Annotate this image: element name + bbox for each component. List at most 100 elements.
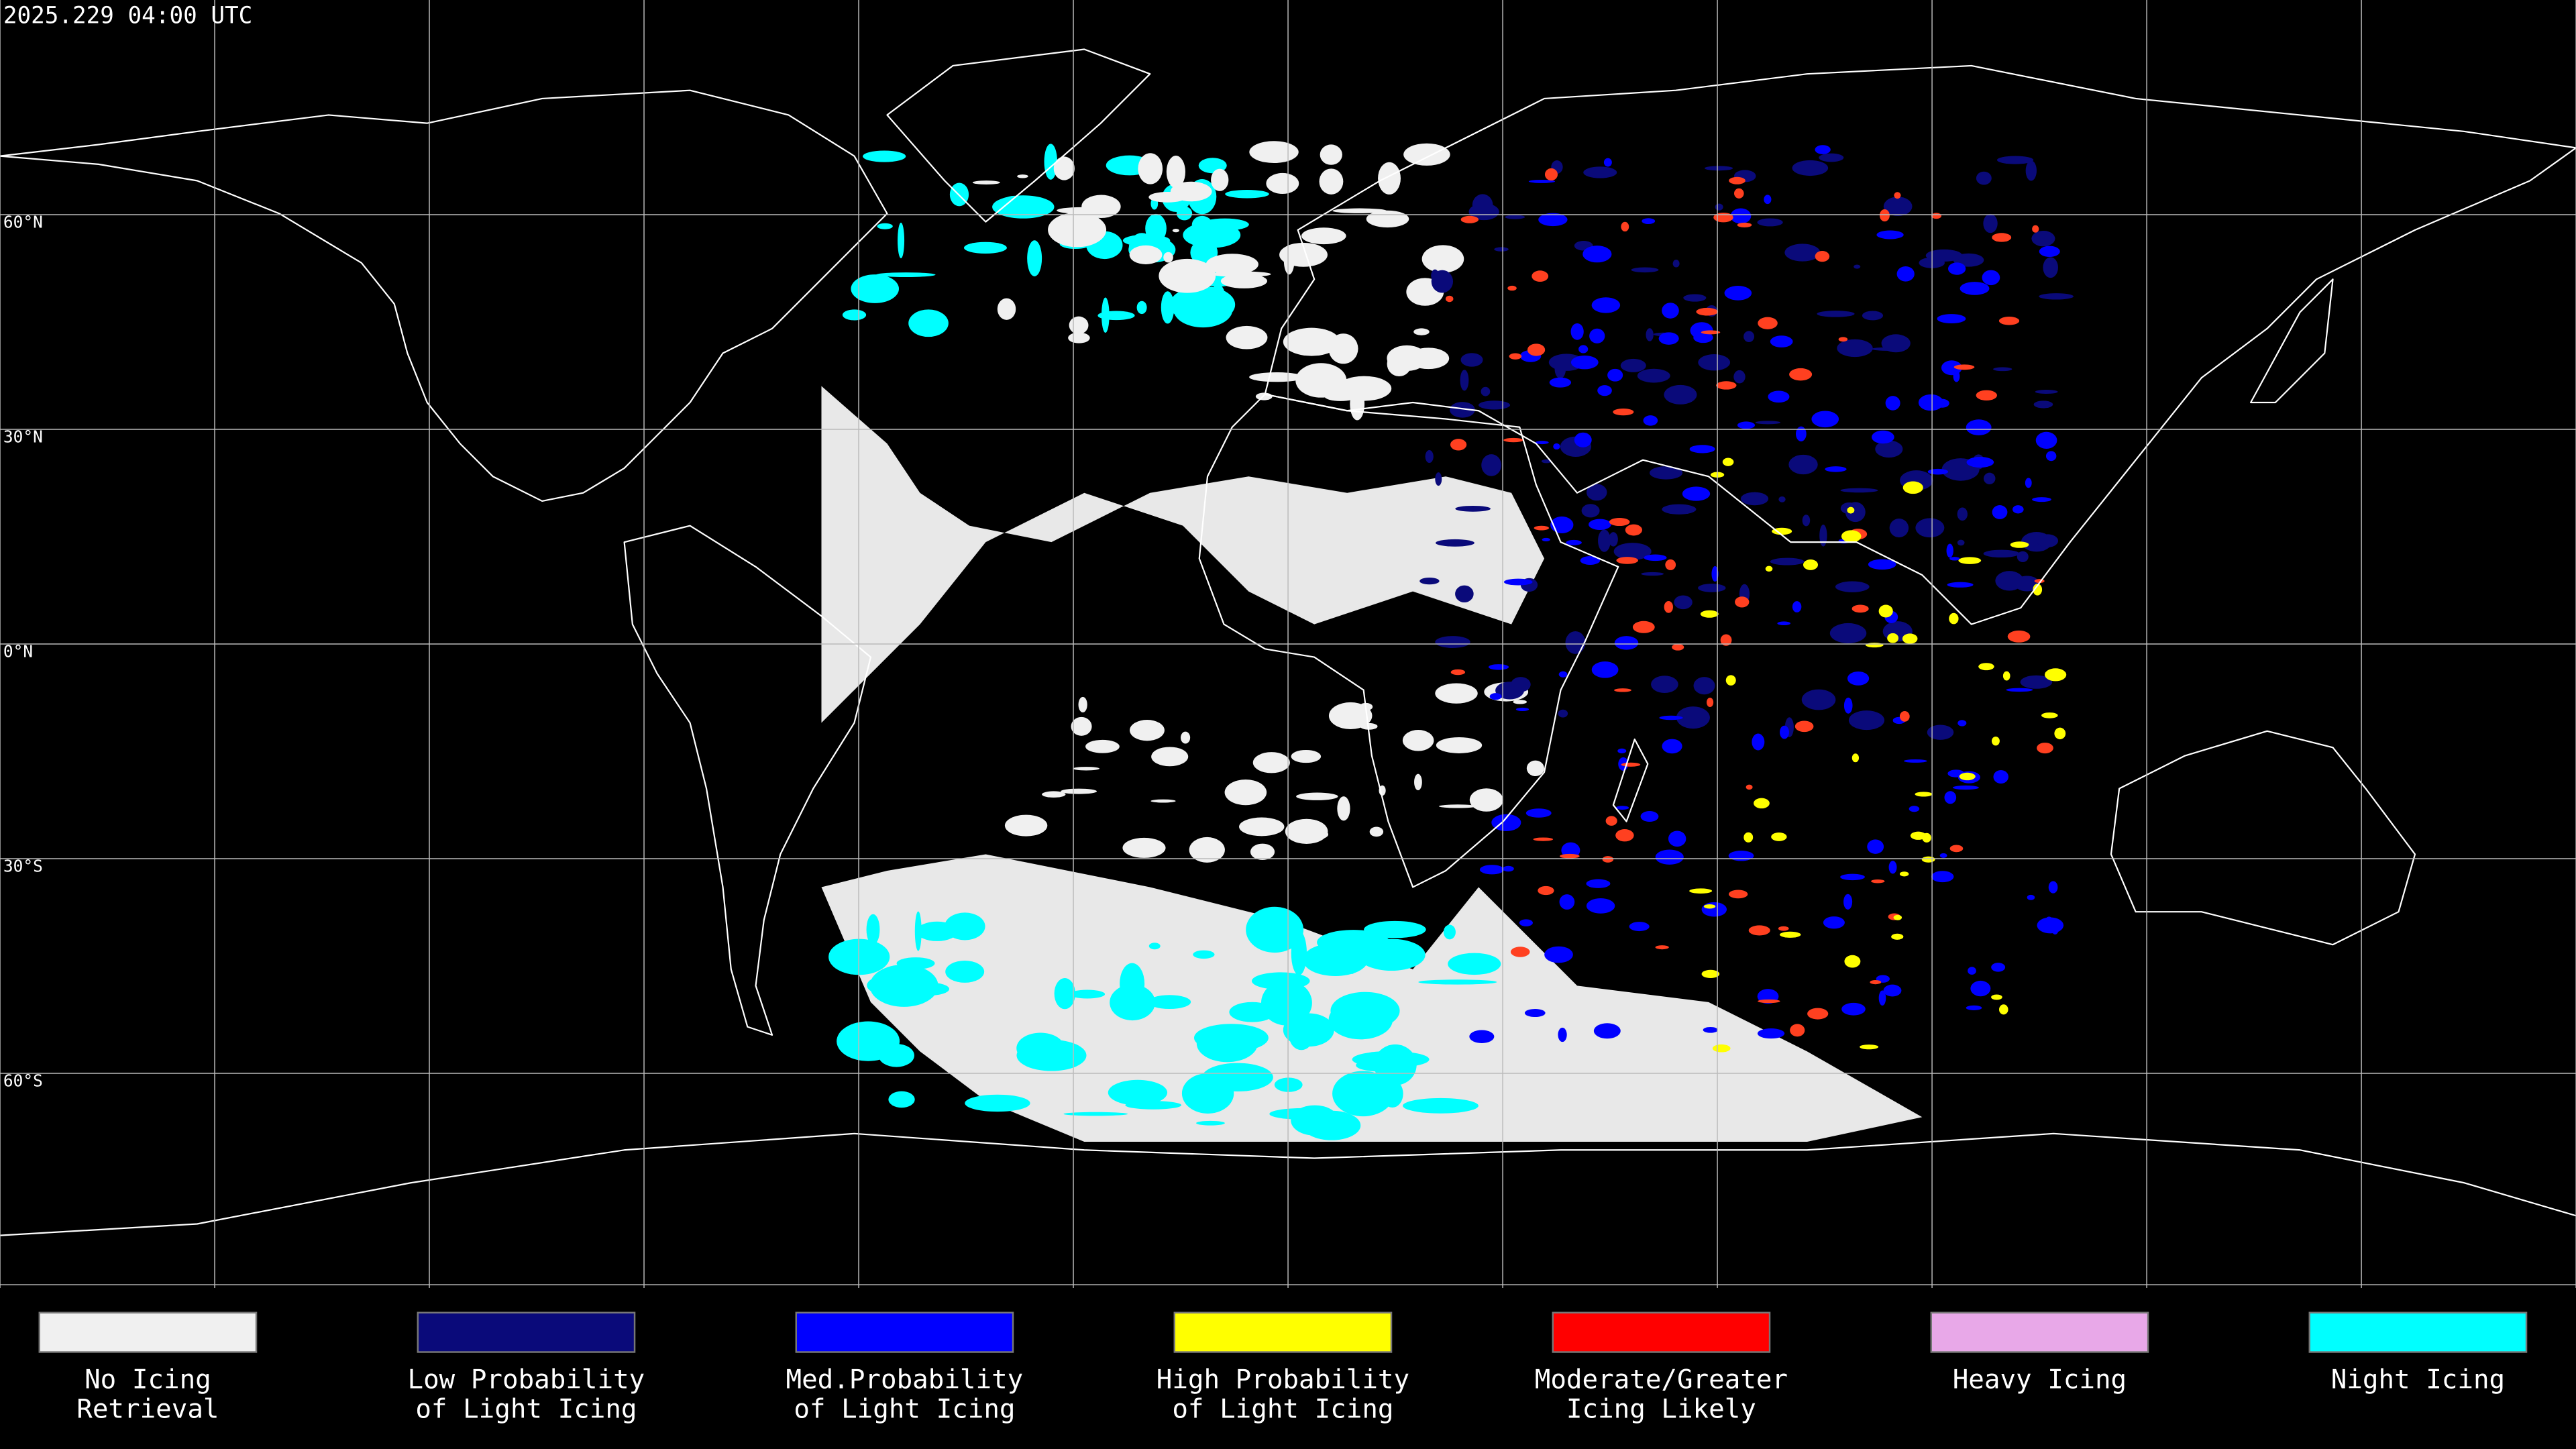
med-icing [1586,879,1611,888]
night-cloud [1054,978,1075,1010]
legend-swatch [1552,1311,1771,1353]
med-icing [1968,967,1976,975]
cloud [1255,392,1273,400]
low-icing [1835,581,1870,592]
low-icing [1925,249,1963,262]
med-icing [1896,266,1915,282]
legend-swatch [2308,1311,2528,1353]
low-icing [1889,519,1909,538]
low-icing [2036,534,2059,547]
med-icing [1582,246,1612,263]
moderate-icing [1728,890,1748,899]
cloud [1295,363,1347,398]
cloud [1250,843,1275,860]
low-icing [1631,267,1659,273]
moderate-icing [1758,999,1780,1004]
moderate-icing [1720,634,1732,646]
med-icing [2051,922,2059,935]
high-icing [1865,643,1884,648]
med-icing [1947,262,1966,275]
no-retrieval-region [821,386,1545,723]
moderate-icing [1665,559,1676,570]
moderate-icing [1899,711,1910,722]
low-icing [1460,353,1483,367]
med-icing [1668,830,1686,847]
low-icing [1819,153,1844,162]
cloud [1085,739,1120,753]
med-icing [1603,158,1612,167]
med-icing [1982,270,2000,286]
moderate-icing [1998,317,2020,325]
low-icing [1704,166,1733,171]
moderate-icing [1621,762,1641,767]
low-icing [1613,543,1652,560]
night-cloud [876,272,936,277]
low-icing [1558,709,1568,718]
med-icing [1752,733,1765,751]
night-cloud [851,274,900,303]
low-icing [1755,421,1781,425]
med-icing [1544,946,1573,963]
cloud [1337,376,1392,401]
moderate-icing [1616,557,1638,564]
coastline-africa [1198,393,1619,888]
cloud [1526,760,1544,776]
night-cloud [855,967,876,972]
moderate-icing [1713,212,1733,223]
high-icing [1887,633,1899,643]
high-icing [2010,541,2029,548]
night-cloud [1291,1105,1339,1136]
med-icing [1586,898,1615,914]
med-icing [1764,195,1772,205]
night-cloud [1196,1120,1225,1126]
med-icing [1469,1030,1495,1043]
cloud [1166,156,1185,189]
med-icing [2006,688,2033,692]
med-icing [1966,419,1992,435]
med-icing [1538,213,1568,227]
med-icing [1937,314,1966,324]
med-icing [1570,323,1584,340]
cloud [1151,747,1189,767]
moderate-icing [1664,600,1673,613]
cloud [1048,212,1107,248]
cloud [1224,780,1267,806]
moderate-icing [1949,845,1964,853]
night-cloud [963,241,1007,254]
med-icing [1690,322,1713,339]
night-cloud [1069,989,1106,999]
med-icing [1525,808,1552,818]
cloud [1296,792,1338,800]
med-icing [1519,919,1533,926]
low-icing [1840,488,1878,493]
high-icing [1902,633,1918,644]
night-cloud [842,309,867,321]
low-icing [1801,689,1836,710]
moderate-icing [1953,364,1975,370]
med-icing [1615,806,1629,810]
latitude-label: 30°N [3,427,43,447]
med-icing [1728,851,1754,861]
med-icing [1931,871,1954,883]
med-icing [1867,839,1884,854]
low-icing [1757,218,1783,227]
cloud [1159,258,1216,293]
high-icing [1899,871,1909,877]
moderate-icing [1534,525,1550,531]
low-icing [1460,370,1469,391]
med-icing [1559,894,1575,910]
low-icing [1957,539,1965,546]
high-icing [1902,481,1923,494]
cloud [1435,683,1478,704]
cloud [1249,372,1304,382]
night-cloud [1191,215,1213,234]
med-icing [1947,582,1974,588]
moderate-icing [1789,368,1813,381]
night-cloud [1403,1097,1479,1114]
med-icing [1524,1009,1546,1018]
low-icing [1609,532,1618,547]
low-icing [1784,244,1821,262]
